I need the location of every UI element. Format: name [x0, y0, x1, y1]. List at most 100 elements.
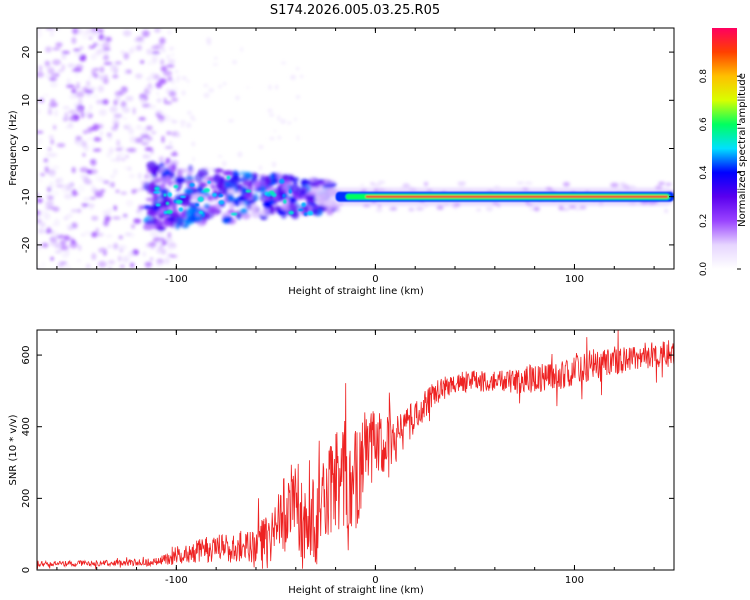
heatmap-cell [123, 52, 130, 60]
heatmap-cell [120, 100, 127, 108]
heatmap-cell [96, 49, 106, 54]
heatmap-cell [167, 30, 172, 35]
heatmap-cell [92, 93, 99, 99]
snr-series-line [37, 330, 674, 570]
heatmap-cell [91, 184, 95, 193]
heatmap-cell [40, 173, 46, 177]
snr-ytick-label: 0 [21, 567, 32, 573]
heatmap-cell [154, 186, 160, 191]
heatmap-cell [159, 37, 166, 45]
heatmap-cell [200, 182, 208, 187]
heatmap-cell [206, 37, 212, 44]
heatmap-cell [90, 231, 98, 238]
heatmap-cell [91, 252, 97, 261]
heatmap-cell [165, 201, 170, 206]
heatmap-cell [167, 192, 173, 198]
heatmap-cell [309, 202, 318, 207]
heatmap-cell [58, 177, 64, 184]
spectrogram-xtick-label: 0 [372, 274, 378, 285]
heatmap-cell [175, 199, 183, 205]
heatmap-cell [149, 257, 154, 261]
spectrogram-ytick-label: -10 [21, 189, 32, 205]
heatmap-cell [97, 85, 105, 93]
heatmap-cell [476, 208, 482, 211]
heatmap-cell [213, 173, 221, 184]
heatmap-cell [42, 93, 50, 98]
heatmap-cell [47, 195, 54, 201]
heatmap-cell [159, 231, 167, 237]
heatmap-cell [203, 83, 209, 87]
heatmap-cell [146, 154, 151, 158]
heatmap-cell [235, 95, 240, 101]
heatmap-cell [309, 177, 320, 183]
heatmap-cell [288, 210, 294, 215]
heatmap-cell [191, 141, 196, 147]
heatmap-cell [360, 184, 365, 187]
heatmap-cell [303, 212, 308, 216]
heatmap-cell [96, 99, 102, 105]
heatmap-cell [155, 43, 165, 50]
heatmap-cell [181, 90, 186, 96]
heatmap-cell [96, 232, 104, 237]
heatmap-cell [167, 76, 173, 82]
snr-frame [36, 329, 675, 571]
heatmap-cell [665, 182, 672, 186]
heatmap-cell [128, 233, 136, 238]
heatmap-cell [123, 166, 128, 170]
heatmap-cell [68, 109, 77, 114]
spectrogram-ytick-label: 10 [21, 94, 32, 107]
heatmap-cell [76, 140, 83, 147]
heatmap-cell [197, 168, 209, 178]
heatmap-cell [127, 147, 137, 153]
heatmap-cell [119, 264, 125, 268]
heatmap-cell [49, 81, 58, 88]
heatmap-cell [71, 117, 75, 120]
heatmap-cell [71, 189, 78, 197]
heatmap-cell [112, 216, 121, 220]
heatmap-cell [97, 261, 107, 268]
heatmap-cell [105, 210, 112, 214]
heatmap-cell [144, 147, 153, 152]
heatmap-cell [191, 211, 197, 221]
heatmap-cell [75, 63, 84, 71]
heatmap-cell [562, 202, 568, 207]
heatmap-cell [113, 242, 119, 250]
heatmap-cell [223, 187, 228, 196]
heatmap-cell [208, 88, 214, 93]
heatmap-cell [198, 210, 204, 215]
heatmap-cell [485, 206, 493, 212]
heatmap-cell [54, 219, 61, 224]
heatmap-cell [170, 220, 175, 229]
heatmap-cell [138, 172, 142, 180]
heatmap-cell [562, 181, 570, 187]
heatmap-cell [37, 228, 45, 234]
heatmap-cell [52, 47, 61, 51]
heatmap-cell [84, 230, 91, 236]
heatmap-cell [496, 203, 501, 208]
spectrogram-ytick-label: -20 [21, 237, 32, 253]
heatmap-cell [144, 220, 155, 225]
heatmap-cell [599, 200, 603, 204]
heatmap-cell [141, 30, 150, 38]
heatmap-cell [287, 121, 292, 125]
colorbar-tick-label: 0.8 [699, 69, 709, 84]
heatmap-cell [47, 147, 52, 152]
heatmap-cell [94, 191, 104, 198]
heatmap-cell [568, 205, 577, 209]
heatmap-cell [299, 189, 308, 196]
heatmap-cell [294, 117, 297, 121]
heatmap-cell [37, 193, 40, 197]
colorbar: 0.0 0.2 0.4 0.6 0.8 Normalized spectral ampl… [699, 28, 748, 276]
heatmap-cell [160, 65, 168, 72]
heatmap-cell [129, 262, 135, 268]
heatmap-cell [252, 187, 262, 192]
heatmap-cell [40, 209, 49, 216]
heatmap-cell [166, 54, 170, 60]
heatmap-cell [127, 166, 132, 171]
heatmap-cell [180, 210, 187, 220]
heatmap-cell [149, 231, 159, 237]
heatmap-cell [158, 156, 165, 163]
heatmap-cell [195, 203, 200, 207]
heatmap-cell [57, 263, 65, 268]
heatmap-cell [390, 207, 398, 210]
